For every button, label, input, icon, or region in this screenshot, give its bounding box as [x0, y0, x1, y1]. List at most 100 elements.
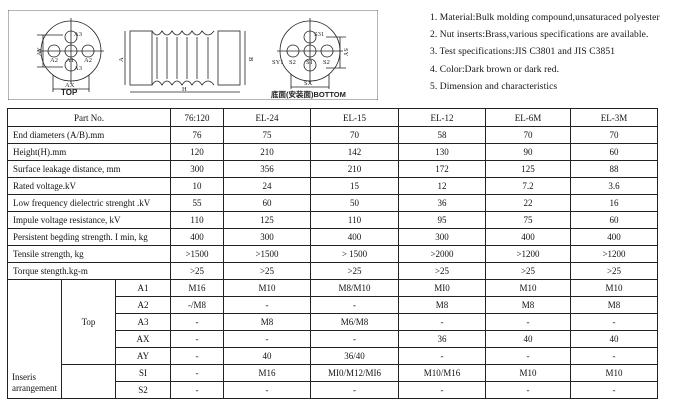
label-b: B: [247, 57, 254, 62]
table-cell: -: [485, 381, 572, 399]
table-row: Torque stength.kg-m >25 >25 >25 >25 >25 >25: [6, 262, 659, 280]
table-cell: M8: [398, 296, 487, 314]
table-cell: 172: [398, 160, 487, 178]
label-a3-lower: A3: [74, 65, 82, 72]
insert-row: AX - - -36 40 40: [8, 330, 659, 348]
header-cell: 76:120: [170, 108, 225, 127]
table-cell: 58: [398, 126, 487, 144]
note-item: 2. Nut inserts:Brass,various specificati…: [430, 30, 649, 41]
table-cell: 400: [170, 228, 225, 246]
header-cell: Part No.: [6, 108, 172, 127]
table-cell: 15: [310, 177, 400, 195]
table-cell: 40: [223, 347, 312, 365]
insert-key: AX: [114, 330, 172, 348]
table-cell: 75: [223, 126, 312, 144]
row-label: Surface leakage distance, mm: [6, 160, 172, 178]
label-ay: AY: [36, 47, 43, 56]
table-cell: 90: [485, 143, 572, 161]
label-sy1: SY1: [272, 59, 284, 66]
table-cell: M6/M8: [310, 313, 400, 331]
table-cell: 300: [170, 160, 225, 178]
specifications-table: Part No. 76:120 EL-24 EL-15 EL-12 EL-6M EL-3M E…: [6, 108, 659, 399]
bottom-group-cell: [61, 364, 116, 399]
insert-key: A1: [114, 279, 172, 297]
table-row: Low frequency dielectric strenght .kV 55 6…: [6, 194, 659, 212]
table-cell: >25: [170, 262, 225, 280]
table-cell: -: [398, 381, 487, 399]
table-cell: 24: [223, 177, 312, 195]
table-cell: M10: [570, 279, 659, 297]
table-cell: M8: [485, 296, 572, 314]
note-item: 3. Test specifications:JIS C3801 and JIS…: [430, 47, 616, 58]
table-cell: 210: [310, 160, 400, 178]
row-label: Low frequency dielectric strenght .kV: [6, 194, 172, 212]
insert-row: Inseris arrangement Top A1 M16 M10 M8/M10 MI0 M…: [7, 279, 659, 399]
table-cell: 70: [570, 126, 659, 144]
table-cell: -: [485, 313, 572, 331]
insert-row: A3- M8 M6/M8- - -: [8, 313, 659, 331]
label-s2-left: S2: [289, 59, 296, 66]
table-cell: -: [310, 330, 400, 348]
insulator-drawing: A3 A3 A1 A2 A2 AX AY H A B S31 SY1: [8, 10, 378, 100]
table-cell: >2000: [398, 245, 487, 263]
table-cell: MI0: [398, 279, 487, 297]
table-cell: -: [170, 364, 225, 382]
table-cell: MI0/M12/MI6: [310, 364, 400, 382]
insert-key: A3: [114, 313, 172, 331]
side-view-diagram: H A B: [118, 30, 254, 93]
label-ax: AX: [65, 82, 75, 89]
table-cell: 120: [170, 143, 225, 161]
insert-key: S2: [114, 381, 172, 399]
insert-row: SI - M16 MI0/M12/MI6 M10/M16 M10 M10: [8, 364, 659, 399]
label-a1: A1: [66, 57, 74, 64]
table-cell: 125: [485, 160, 572, 178]
table-cell: 300: [223, 228, 312, 246]
table-cell: >25: [398, 262, 487, 280]
table-cell: 40: [570, 330, 659, 348]
label-sx: SX: [304, 80, 313, 87]
table-cell: -: [310, 381, 400, 399]
table-cell: M10: [485, 364, 572, 382]
table-cell: M10/M16: [398, 364, 487, 382]
row-label: Height(H).mm: [6, 143, 172, 161]
table-cell: 60: [223, 194, 312, 212]
table-cell: > 1500: [310, 245, 400, 263]
table-row: Tensile strength, kg >1500 >1500 > 1500 >200…: [6, 245, 659, 263]
label-s1: S1: [306, 59, 313, 66]
table-cell: M10: [570, 364, 659, 382]
table-cell: -: [570, 313, 659, 331]
table-cell: 70: [485, 126, 572, 144]
table-cell: 50: [310, 194, 400, 212]
label-a: A: [118, 57, 125, 62]
label-a2-right: A2: [84, 57, 92, 64]
table-cell: 400: [310, 228, 400, 246]
table-cell: M16: [223, 364, 312, 382]
label-a3: A3: [74, 31, 82, 38]
table-cell: -: [170, 313, 225, 331]
table-cell: 356: [223, 160, 312, 178]
row-label: Rated voltage.kV: [6, 177, 172, 195]
table-cell: -: [398, 347, 487, 365]
table-cell: 125: [223, 211, 312, 229]
table-cell: M16: [170, 279, 225, 297]
table-cell: -: [310, 296, 400, 314]
table-cell: 22: [485, 194, 572, 212]
header-cell: EL-3M: [570, 108, 659, 127]
insert-key: A2: [114, 296, 172, 314]
insert-row: S2- - - - - -: [8, 381, 659, 399]
row-label: End diameters (A/B).mm: [6, 126, 172, 144]
table-cell: >25: [485, 262, 572, 280]
table-cell: 16: [570, 194, 659, 212]
table-cell: M10: [485, 279, 572, 297]
header-cell: EL-6M: [485, 108, 572, 127]
label-sy: SY: [342, 48, 349, 57]
table-cell: 75: [485, 211, 572, 229]
table-cell: >1500: [223, 245, 312, 263]
top-caption: TOP: [61, 88, 78, 97]
table-row: Surface leakage distance, mm 300 356 210 172…: [6, 160, 659, 178]
table-cell: 130: [398, 143, 487, 161]
table-cell: 60: [570, 211, 659, 229]
table-row: Rated voltage.kV 10 24 15 12 7.2 3.6: [6, 177, 659, 195]
table-cell: >25: [310, 262, 400, 280]
bottom-view-diagram: S31 SY1 S2 S1 S2 SX SY: [272, 18, 349, 89]
